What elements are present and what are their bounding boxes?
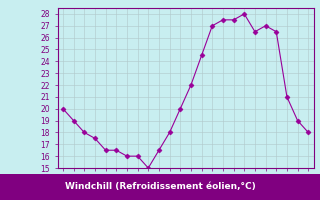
Text: Windchill (Refroidissement éolien,°C): Windchill (Refroidissement éolien,°C) [65, 182, 255, 192]
